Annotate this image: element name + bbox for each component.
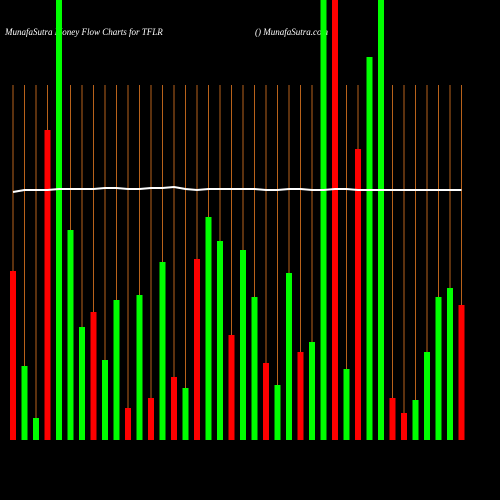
bar <box>125 408 131 440</box>
bar <box>113 300 120 440</box>
bar <box>389 398 396 440</box>
bar <box>320 0 327 440</box>
bar <box>217 241 223 440</box>
bar <box>355 149 361 440</box>
bar <box>171 377 177 440</box>
bar <box>274 385 281 440</box>
bar <box>90 312 97 440</box>
bar <box>33 418 39 440</box>
bar <box>67 230 74 440</box>
bar <box>44 130 51 440</box>
bar <box>309 342 315 440</box>
bar <box>240 250 246 440</box>
chart-subtitle: () MunafaSutra.com <box>255 27 328 37</box>
money-flow-line <box>12 185 462 193</box>
bar <box>194 259 200 440</box>
bar <box>159 262 166 440</box>
bar <box>412 400 419 440</box>
bar <box>447 288 453 440</box>
bar <box>10 271 16 440</box>
bar <box>136 295 143 440</box>
bar <box>148 398 154 440</box>
bar <box>424 352 430 440</box>
bar <box>79 327 85 440</box>
bar <box>378 0 384 440</box>
bar <box>21 366 28 440</box>
bar <box>343 369 350 440</box>
bar <box>332 0 338 440</box>
chart-title: MunafaSutra Money Flow Charts for TFLR <box>4 27 163 37</box>
bar <box>458 305 465 440</box>
bar <box>102 360 108 440</box>
bar <box>435 297 442 440</box>
bar <box>286 273 292 440</box>
bar <box>182 388 189 440</box>
bar <box>263 363 269 440</box>
bar <box>366 57 373 440</box>
bar <box>205 217 212 440</box>
bar <box>56 0 62 440</box>
bar <box>251 297 258 440</box>
bar <box>228 335 235 440</box>
bar <box>297 352 304 440</box>
bar <box>401 413 407 440</box>
